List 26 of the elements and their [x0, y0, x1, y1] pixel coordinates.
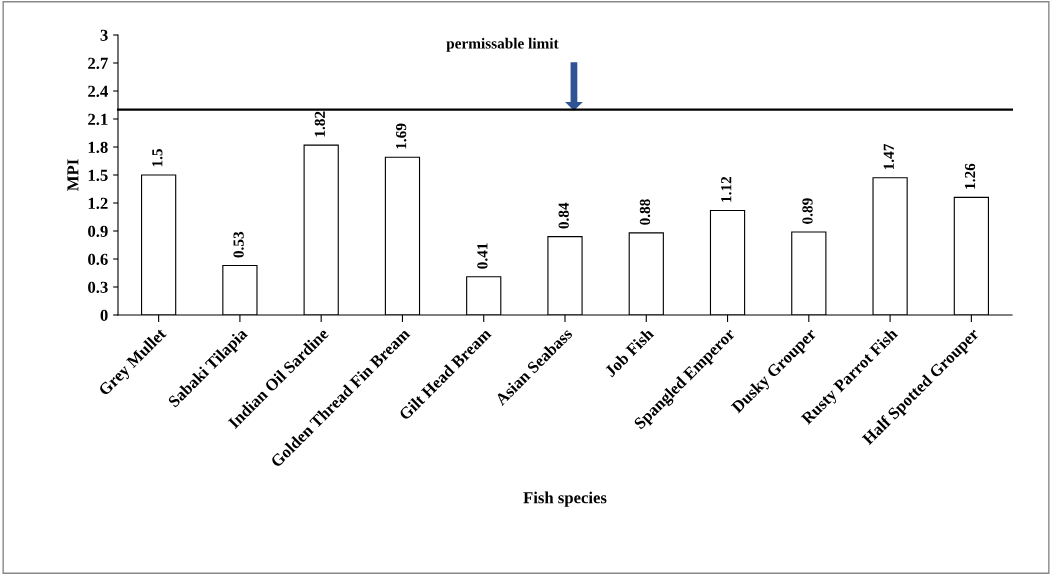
ref-line-label: permissable limit — [446, 37, 559, 52]
data-label: 1.82 — [314, 111, 326, 137]
y-tick-label: 1.5 — [88, 169, 108, 182]
data-label: 1.12 — [721, 176, 732, 202]
data-label: 1.47 — [883, 143, 894, 170]
y-tick-label: 0 — [100, 309, 108, 321]
y-tick-label: 3 — [100, 29, 108, 41]
data-label: 1.26 — [964, 163, 976, 189]
y-tick-label: 1.2 — [88, 197, 108, 210]
y-tick-label: 2.7 — [88, 57, 108, 70]
x-tick-label: Job Fish — [603, 326, 655, 378]
data-label: 0.89 — [802, 198, 813, 224]
y-tick-label: 0.6 — [88, 253, 108, 266]
y-axis-title: MPI — [67, 159, 79, 191]
data-label: 0.53 — [233, 231, 244, 258]
y-tick-label: 2.1 — [88, 113, 108, 126]
data-label: 0.88 — [639, 199, 651, 225]
data-label: 0.84 — [558, 202, 569, 229]
y-tick-label: 2.4 — [88, 85, 108, 98]
data-label: 0.41 — [477, 243, 488, 269]
data-label: 1.5 — [152, 148, 163, 167]
y-tick-label: 0.3 — [88, 281, 108, 294]
y-tick-label: 0.9 — [88, 225, 108, 238]
x-axis-title: Fish species — [523, 491, 607, 507]
data-label: 1.69 — [396, 123, 407, 149]
y-tick-label: 1.8 — [88, 141, 108, 154]
